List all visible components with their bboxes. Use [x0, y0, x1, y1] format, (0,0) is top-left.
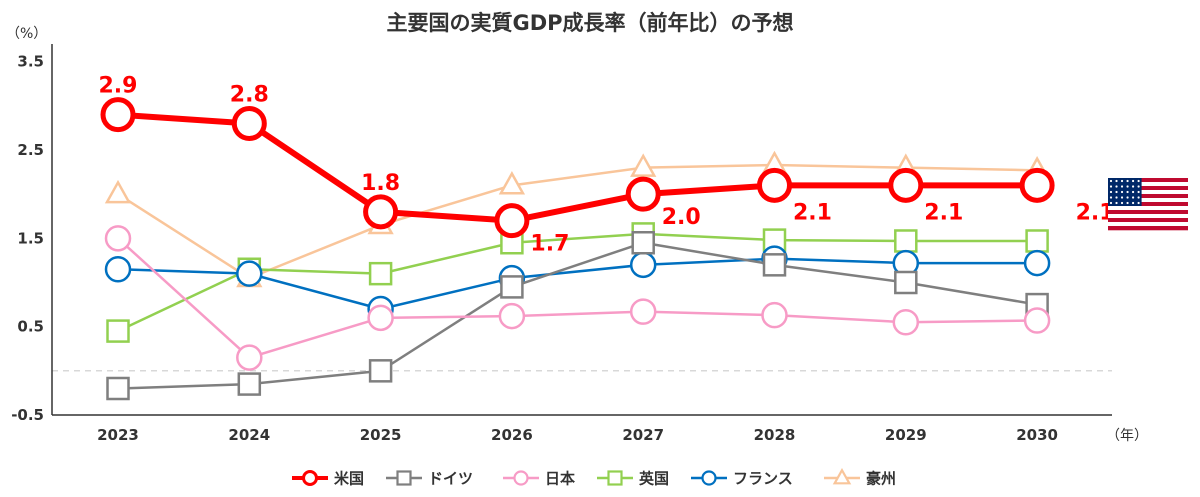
legend-marker [832, 467, 852, 485]
legend-marker [701, 470, 717, 486]
data-point [494, 203, 530, 239]
x-tick-label: 2030 [1016, 426, 1058, 444]
legend-entry: 英国 [597, 470, 669, 488]
series-line [117, 241, 1038, 390]
data-point [1019, 167, 1055, 203]
us-flag-icon [1108, 178, 1188, 231]
data-point [762, 253, 787, 277]
data-point [894, 229, 918, 253]
data-point [367, 304, 394, 332]
data-point [498, 302, 526, 330]
data-label: 1.8 [361, 171, 400, 196]
legend-marker [607, 470, 623, 486]
legend-label: 英国 [639, 470, 669, 488]
data-point [1023, 249, 1051, 277]
legend-entry: 米国 [292, 470, 364, 488]
data-point [894, 270, 918, 295]
data-point [629, 298, 657, 325]
data-point [498, 171, 526, 195]
series-日本 [104, 225, 1051, 371]
legend-label: 日本 [545, 470, 575, 488]
x-tick-label: 2027 [622, 426, 664, 444]
data-point [500, 275, 524, 299]
legend-marker [302, 470, 318, 486]
data-label: 2.0 [662, 205, 701, 230]
series-line [117, 232, 1038, 333]
data-point [237, 372, 262, 396]
x-axis-unit: （年） [1106, 428, 1148, 444]
data-label: 2.8 [230, 83, 269, 108]
x-tick-label: 2025 [360, 426, 402, 444]
x-tick-label: 2026 [491, 426, 533, 444]
data-point [363, 194, 399, 230]
legend: 米国 ドイツ 日本 英国 フランス 豪州 [292, 467, 896, 488]
data-label: 1.7 [530, 232, 569, 257]
y-tick-label: 2.5 [17, 141, 44, 159]
data-point [236, 344, 263, 371]
series-line [117, 237, 1038, 359]
data-point [892, 309, 920, 336]
data-label: 2.1 [924, 200, 963, 225]
series-米国 [100, 97, 1055, 239]
series-line [117, 111, 1038, 224]
legend-label: フランス [733, 470, 793, 488]
legend-label: ドイツ [428, 470, 473, 488]
legend-entry: ドイツ [386, 470, 473, 488]
series-line [117, 257, 1038, 311]
data-point [625, 176, 661, 212]
x-tick-label: 2023 [97, 426, 139, 444]
data-point [630, 153, 657, 177]
data-point [368, 261, 393, 286]
data-point [368, 359, 393, 383]
data-point [1025, 229, 1049, 253]
x-tick-label: 2029 [885, 426, 927, 444]
data-point [888, 167, 924, 203]
legend-label: 豪州 [866, 470, 896, 488]
data-point [761, 301, 788, 329]
legend-entry: 豪州 [824, 467, 896, 488]
chart-title: 主要国の実質GDP成長率（前年比）の予想 [386, 11, 793, 35]
y-tick-label: -0.5 [11, 406, 44, 424]
data-point [104, 179, 132, 204]
y-tick-label: 0.5 [17, 318, 44, 336]
data-label: 2.1 [793, 200, 832, 225]
data-point [231, 106, 267, 141]
data-point [104, 256, 132, 283]
legend-marker [513, 470, 529, 486]
data-label: 2.9 [99, 74, 138, 99]
data-point [100, 97, 136, 133]
legend-marker [396, 470, 412, 486]
legend-entry: フランス [691, 470, 793, 488]
y-axis-unit: （%） [6, 26, 47, 42]
data-point [104, 225, 132, 252]
data-point [106, 376, 130, 401]
y-tick-label: 1.5 [17, 229, 44, 247]
data-point [631, 231, 655, 255]
data-point [236, 260, 263, 287]
y-tick-label: 3.5 [17, 53, 44, 71]
legend-label: 米国 [334, 470, 364, 488]
x-tick-label: 2024 [228, 426, 270, 444]
data-point [757, 167, 792, 203]
x-tick-label: 2028 [754, 426, 796, 444]
data-point [629, 251, 657, 279]
data-point [106, 319, 130, 343]
legend-entry: 日本 [503, 470, 575, 488]
data-point [1023, 307, 1051, 334]
